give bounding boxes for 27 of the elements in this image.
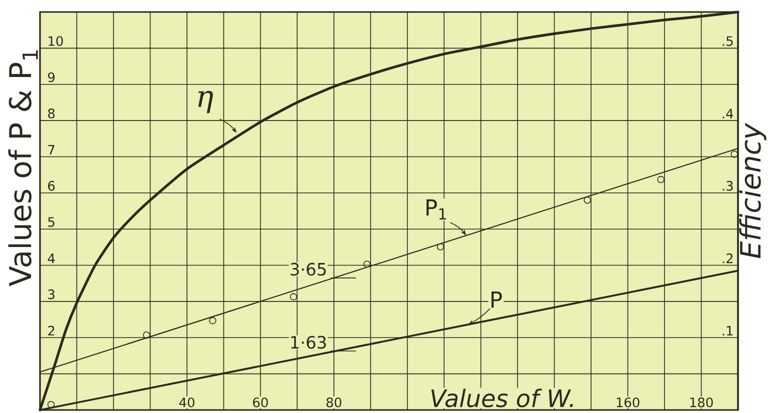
x-tick-label: 160 <box>616 397 640 408</box>
y-tick-label: 6 <box>48 180 55 191</box>
y2-tick-label: .3 <box>722 180 733 191</box>
annotation: 3·65 <box>290 262 326 276</box>
y2-tick-label: .4 <box>722 108 734 118</box>
x-tick-label: 40 <box>179 397 194 408</box>
x-tick-label: 180 <box>690 397 713 408</box>
series-label: P$_{1}$ <box>426 199 446 220</box>
y-tick-label: 3 <box>48 289 54 300</box>
y-tick-label: 10 <box>48 36 63 46</box>
y2-axis-title: Efficiency <box>739 122 766 258</box>
y-tick-label: 2 <box>48 326 54 336</box>
y-tick-label: 5 <box>48 217 54 227</box>
y-tick-label: 7 <box>48 145 54 155</box>
y-tick-label: 8 <box>48 108 55 118</box>
y2-tick-label: .5 <box>722 36 733 46</box>
y2-tick-label: .2 <box>722 253 732 264</box>
y-tick-label: 9 <box>48 72 55 82</box>
series-label: η <box>198 90 213 114</box>
x-tick-label: 60 <box>253 397 268 408</box>
y2-tick-label: .1 <box>722 326 733 336</box>
x-tick-label: 80 <box>326 397 342 408</box>
y-axis-title: Values of P & P$_{1}$ <box>8 50 38 286</box>
series-label: P <box>492 292 502 308</box>
annotation: 1·63 <box>291 336 326 349</box>
x-axis-title: Values of W. <box>431 388 573 408</box>
y-tick-label: 4 <box>48 254 55 264</box>
